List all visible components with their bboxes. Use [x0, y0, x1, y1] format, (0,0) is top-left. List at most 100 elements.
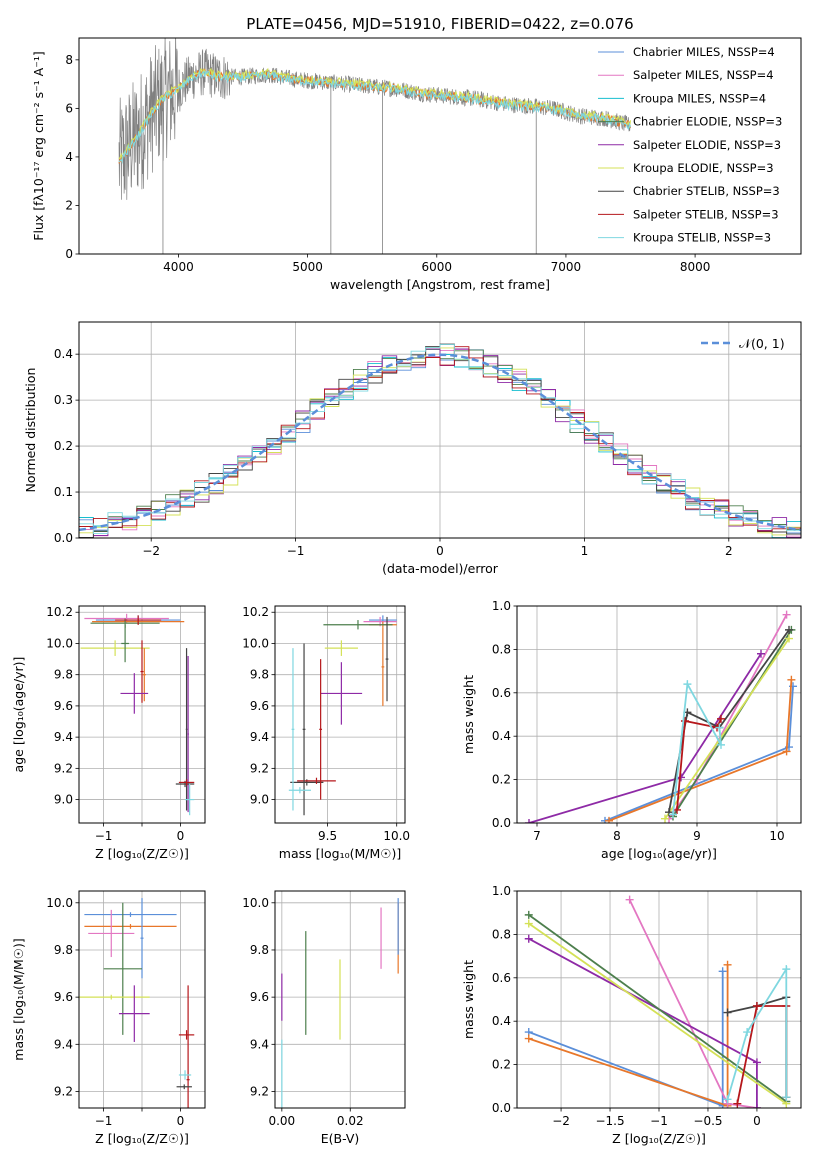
weight_vs_age-line-1	[608, 679, 793, 822]
spectrum-xtick-label: 6000	[421, 260, 452, 274]
weight_vs_age-ytick-label: 0.2	[492, 773, 511, 787]
weight_vs_Z-line-5	[528, 922, 787, 1105]
spectrum-xlabel: wavelength [Angstrom, rest frame]	[330, 277, 550, 292]
spectrum-legend-label: Chabrier ELODIE, NSSP=3	[633, 115, 782, 129]
mass_vs_ebv-xtick-label: 0.02	[337, 1114, 364, 1128]
mass_vs_Z-ytick-label: 9.4	[54, 1037, 73, 1051]
weight_vs_Z-marker	[743, 1028, 752, 1037]
weight_vs_age-line-8	[672, 681, 722, 815]
mass_vs_ebv-ytick-label: 10.0	[242, 896, 269, 910]
spectrum-legend-label: Kroupa ELODIE, NSSP=3	[633, 161, 774, 175]
weight_vs_Z-ytick-label: 0.6	[492, 971, 511, 985]
spectrum-xtick-label: 7000	[551, 260, 582, 274]
weight_vs_Z-ytick-label: 0.0	[492, 1101, 511, 1115]
age_vs_Z-ylabel: age [log₁₀(age/yr)]	[11, 657, 26, 773]
spectrum-axes: 4000 5000 6000 7000 8000 0 2 4 6 8 wavelength [Ang…	[31, 37, 802, 292]
weight_vs_age-ytick-label: 0.8	[492, 642, 511, 656]
age_vs_Z-ytick-label: 9.2	[54, 761, 73, 775]
weight_vs_Z-ytick-label: 0.2	[492, 1058, 511, 1072]
age_vs_mass-xtick-label: 10.0	[383, 829, 410, 843]
weight_vs_Z-line-8	[726, 965, 788, 1100]
weight_vs_Z-ytick-label: 0.4	[492, 1014, 511, 1028]
residuals-plot	[79, 343, 801, 538]
mass_vs_Z-ytick-label: 10.0	[46, 896, 73, 910]
spectrum-ytick-label: 6	[65, 101, 73, 115]
weight_vs_age-marker	[681, 717, 689, 726]
weight_vs_age-plot	[525, 610, 797, 823]
weight_vs_Z-xtick-label: −1	[650, 1114, 668, 1128]
mass_vs_Z-ylabel: mass [log₁₀(M/M☉)]	[11, 938, 26, 1060]
age_vs_mass-ytick-label: 9.8	[250, 668, 269, 682]
weight_vs_Z-xtick-label: 0	[753, 1114, 761, 1128]
weight_vs_age-marker	[683, 680, 692, 689]
age_vs_mass-ytick-label: 9.6	[250, 699, 269, 713]
residuals-xtick-label: −1	[287, 544, 305, 558]
spectrum-model-2	[118, 70, 632, 165]
weight_vs_age-xtick-label: 10	[769, 829, 784, 843]
mass_vs_ebv-xlabel: E(B-V)	[321, 1131, 360, 1146]
age_vs_mass-xlabel: mass [log₁₀(M/M☉)]	[279, 846, 401, 861]
spectrum-xtick-label: 4000	[163, 260, 194, 274]
spectrum-legend-label: Salpeter ELODIE, NSSP=3	[633, 138, 781, 152]
spectrum-xtick-label: 5000	[292, 260, 323, 274]
mass_vs_Z-axes: −1 0 9.2 9.4 9.6 9.8 10.0 Z [log₁₀(Z/Z☉)] mass […	[11, 890, 206, 1146]
mass_vs_ebv-ytick-label: 9.8	[250, 943, 269, 957]
weight_vs_Z-marker	[625, 895, 634, 904]
mass_vs_Z-xtick-label: −1	[95, 1114, 113, 1128]
age_vs_mass-ytick-label: 9.4	[250, 730, 269, 744]
residuals-xtick-label: 1	[581, 544, 589, 558]
weight_vs_age-ytick-label: 0.6	[492, 686, 511, 700]
weight_vs_age-xtick-label: 7	[533, 829, 541, 843]
weight_vs_Z-marker	[524, 934, 533, 943]
weight_vs_age-marker	[605, 816, 613, 823]
spectrum-legend-label: Kroupa STELIB, NSSP=3	[633, 231, 771, 245]
residuals-ytick-label: 0.3	[54, 393, 73, 407]
weight_vs_age-xtick-label: 9	[693, 829, 701, 843]
residuals-axes: −2 −1 0 1 2 0.0 0.1 0.2 0.3 0.4 (data-model)/error…	[23, 321, 802, 576]
mass_vs_ebv-frame	[274, 890, 406, 1109]
age_vs_mass-ytick-label: 9.0	[250, 793, 269, 807]
weight_vs_Z-marker	[524, 919, 533, 928]
mass_vs_ebv-plot	[281, 898, 399, 1108]
weight_vs_Z-xlabel: Z [log₁₀(Z/Z☉)]	[612, 1131, 706, 1146]
weight_vs_Z-plot	[524, 895, 791, 1108]
age_vs_mass-ytick-label: 9.2	[250, 761, 269, 775]
mass_vs_ebv-ytick-label: 9.6	[250, 990, 269, 1004]
weight_vs_Z-ytick-label: 0.8	[492, 927, 511, 941]
weight_vs_age-line-3	[528, 653, 762, 823]
normal-curve	[79, 353, 801, 532]
mass_vs_ebv-ytick-label: 9.2	[250, 1084, 269, 1098]
spectrum-frame	[78, 37, 802, 255]
age_vs_Z-ytick-label: 9.4	[54, 730, 73, 744]
weight_vs_age-ytick-label: 1.0	[492, 599, 511, 613]
weight_vs_age-frame	[516, 605, 802, 824]
residuals-ylabel: Normed distribution	[23, 368, 38, 493]
age_vs_mass-ytick-label: 10.2	[242, 605, 269, 619]
age_vs_Z-plot	[80, 613, 195, 816]
weight_vs_Z-xtick-label: −2	[552, 1114, 570, 1128]
age_vs_mass-ytick-label: 10.0	[242, 636, 269, 650]
weight_vs_Z-ylabel: mass weight	[461, 960, 476, 1039]
mass_vs_Z-xtick-label: 0	[177, 1114, 185, 1128]
weight_vs_age-axes: 7 8 9 10 0.0 0.2 0.4 0.6 0.8 1.0 age [log₁₀(age/yr…	[461, 599, 802, 861]
weight_vs_Z-marker	[723, 1008, 732, 1017]
weight_vs_age-xlabel: age [log₁₀(age/yr)]	[601, 846, 717, 861]
mass_vs_ebv-axes: 0.00 0.02 9.2 9.4 9.6 9.8 10.0 E(B-V)	[242, 890, 406, 1146]
mass_vs_ebv-ytick-label: 9.4	[250, 1037, 269, 1051]
residual-hist-8	[79, 344, 801, 534]
weight_vs_Z-marker	[782, 965, 791, 974]
weight_vs_age-marker	[717, 740, 725, 749]
spectrum-legend-label: Salpeter STELIB, NSSP=3	[633, 207, 779, 221]
residuals-xlabel: (data-model)/error	[382, 561, 499, 576]
spectrum-plot	[118, 38, 632, 254]
weight_vs_age-marker	[782, 747, 791, 756]
weight_vs_age-marker	[785, 634, 793, 643]
weight_vs_Z-xtick-label: −0.5	[693, 1114, 722, 1128]
age_vs_Z-ytick-label: 9.8	[54, 668, 73, 682]
age_vs_Z-ytick-label: 9.0	[54, 793, 73, 807]
weight_vs_age-marker	[661, 814, 669, 823]
weight_vs_Z-marker	[782, 1093, 791, 1102]
weight_vs_Z-marker	[733, 1099, 742, 1108]
residuals-ytick-label: 0.2	[54, 439, 73, 453]
spectrum-ytick-label: 0	[65, 247, 73, 261]
